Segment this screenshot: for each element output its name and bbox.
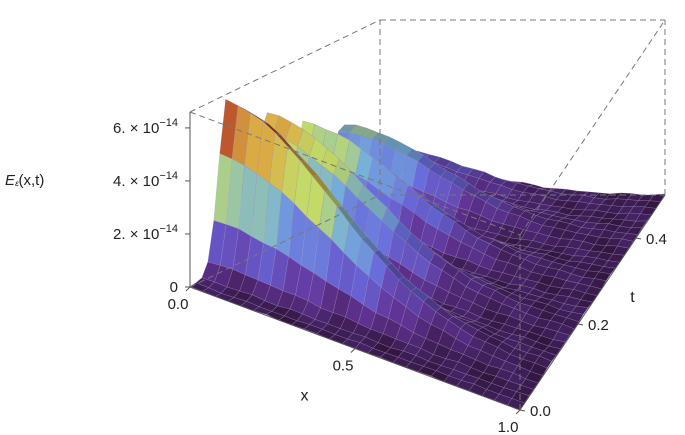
surface-patch (548, 339, 566, 350)
bounding-box (189, 19, 666, 410)
z-label-args: (x,t) (18, 172, 44, 189)
t-tick-mark (519, 409, 526, 412)
z-tick-label: 4. × 10−14 (113, 170, 178, 190)
z-tick-label: 6. × 10−14 (113, 117, 178, 137)
surface-mesh (189, 98, 666, 411)
t-tick-mark (635, 237, 642, 240)
x-tick-label: 1.0 (498, 419, 519, 435)
box-edge (519, 19, 666, 236)
t-axis-label: t (630, 289, 635, 306)
x-tick-label: 0.5 (333, 358, 354, 375)
x-tick-mark (515, 409, 521, 415)
z-label-sub: ᵋ (15, 178, 19, 192)
x-tick-mark (185, 286, 191, 292)
x-axis-label: x (301, 387, 309, 404)
z-tick-label: 2. × 10−14 (113, 223, 178, 243)
t-tick-label: 0.2 (588, 317, 609, 334)
z-tick-exponent: −14 (159, 170, 178, 182)
z-tick-exponent: −14 (159, 223, 178, 235)
t-axis-line (519, 194, 666, 411)
box-edge (189, 194, 381, 288)
t-tick-label: 0.4 (646, 231, 667, 248)
surface-patch (593, 271, 612, 282)
box-edge (189, 111, 521, 236)
z-label-main: E (5, 172, 16, 189)
box-edge (189, 19, 381, 113)
surface-patch (566, 311, 584, 323)
t-tick-mark (577, 323, 584, 326)
x-tick-mark (350, 348, 356, 353)
x-tick-label: 0.0 (168, 296, 189, 313)
z-axis-label: Eᵋ(x,t) (5, 172, 44, 192)
z-tick-label: 0 (170, 279, 178, 296)
t-tick-label: 0.0 (530, 403, 551, 420)
z-tick-exponent: −14 (159, 117, 178, 129)
